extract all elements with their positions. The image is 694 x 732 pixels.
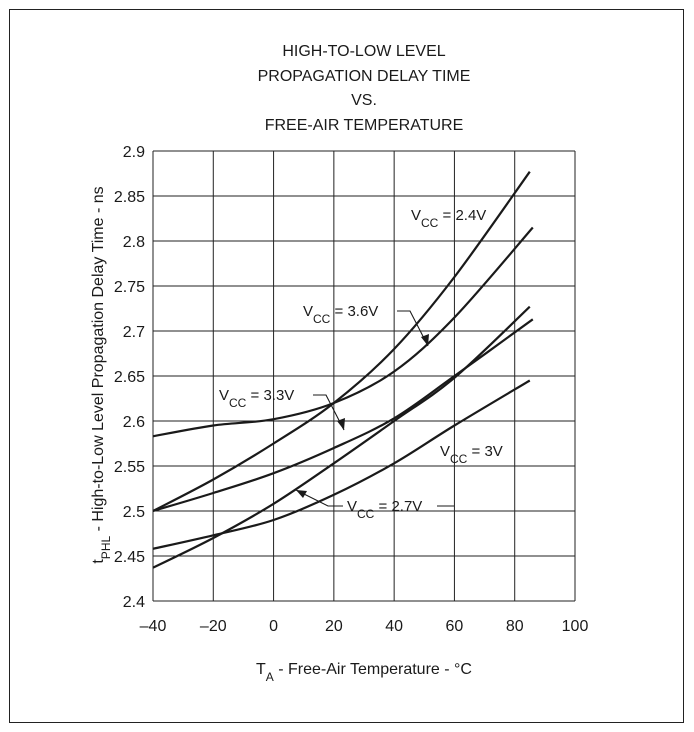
series-line-4 [152,305,531,569]
series-line-1 [152,171,531,512]
x-axis-label-rest: - Free-Air Temperature - °C [274,661,472,678]
y-tick-label: 2.9 [123,144,145,161]
x-tick-labels: –40 –20 0 20 40 60 80 100 [140,618,589,635]
annotation-vcc-3-3v-arrowhead [337,418,345,430]
y-tick-label: 2.85 [114,189,145,206]
annotation-vcc-2-4v-text: VCC = 2.4V [411,207,486,230]
annotation-vcc-2-7v-arrowhead [296,490,307,498]
y-tick-label: 2.55 [114,459,145,476]
annotation-vcc-2-7v: VCC = 2.7V [295,489,454,521]
y-tick-label: 2.45 [114,549,145,566]
x-axis-label: TA - Free-Air Temperature - °C [256,661,472,684]
x-tick-label: 100 [562,618,589,635]
x-tick-label: –20 [200,618,227,635]
annotation-vcc-3-3v-leader [313,394,345,431]
chart-frame [9,9,684,723]
x-axis-label-sub: A [266,670,274,684]
y-tick-label: 2.5 [123,504,145,521]
annotation-vcc-2-4v: VCC = 2.4V [411,207,486,230]
series-line-5 [152,379,531,550]
y-axis-label: tPHL - High-to-Low Level Propagation Del… [90,186,113,563]
y-tick-labels: 2.4 2.45 2.5 2.55 2.6 2.65 2.7 2.75 2.8 2.85 2.9 [114,144,145,611]
x-tick-label: 20 [325,618,343,635]
annotation-vcc-2-7v-text: VCC = 2.7V [347,498,422,521]
annotation-vcc-2-7v-leader-left [295,489,343,507]
annotation-vcc-3v-text: VCC = 3V [440,443,503,466]
grid [152,150,576,602]
annotation-vcc-3-3v: VCC = 3.3V [219,387,345,431]
y-tick-label: 2.8 [123,234,145,251]
x-tick-label: 80 [506,618,524,635]
annotation-vcc-3-6v-arrowhead [421,334,429,346]
y-axis-label-sub: PHL [99,536,113,560]
chart-title: HIGH-TO-LOW LEVEL PROPAGATION DELAY TIME… [258,43,471,134]
annotation-vcc-3-3v-text: VCC = 3.3V [219,387,294,410]
y-axis-label-main: t [90,559,107,564]
y-tick-label: 2.7 [123,324,145,341]
annotation-vcc-3-6v-text: VCC = 3.6V [303,303,378,326]
title-line-1: HIGH-TO-LOW LEVEL [282,43,445,60]
y-tick-label: 2.65 [114,369,145,386]
x-tick-label: 40 [385,618,403,635]
y-tick-label: 2.4 [123,594,145,611]
annotation-vcc-3-6v-leader [397,310,429,347]
title-line-4: FREE-AIR TEMPERATURE [265,117,464,134]
y-tick-label: 2.6 [123,414,145,431]
annotation-vcc-3-6v: VCC = 3.6V [303,303,429,347]
x-tick-label: 0 [269,618,278,635]
x-axis-label-main: T [256,661,266,678]
x-tick-label: –40 [140,618,167,635]
title-line-2: PROPAGATION DELAY TIME [258,68,471,85]
annotation-vcc-3v: VCC = 3V [440,443,503,466]
series-line-2 [152,226,534,438]
series-lines [152,171,534,569]
title-line-3: VS. [351,92,377,109]
x-tick-label: 60 [446,618,464,635]
series-line-3 [152,318,534,513]
y-axis-label-rest: - High-to-Low Level Propagation Delay Ti… [90,186,107,536]
y-tick-label: 2.75 [114,279,145,296]
